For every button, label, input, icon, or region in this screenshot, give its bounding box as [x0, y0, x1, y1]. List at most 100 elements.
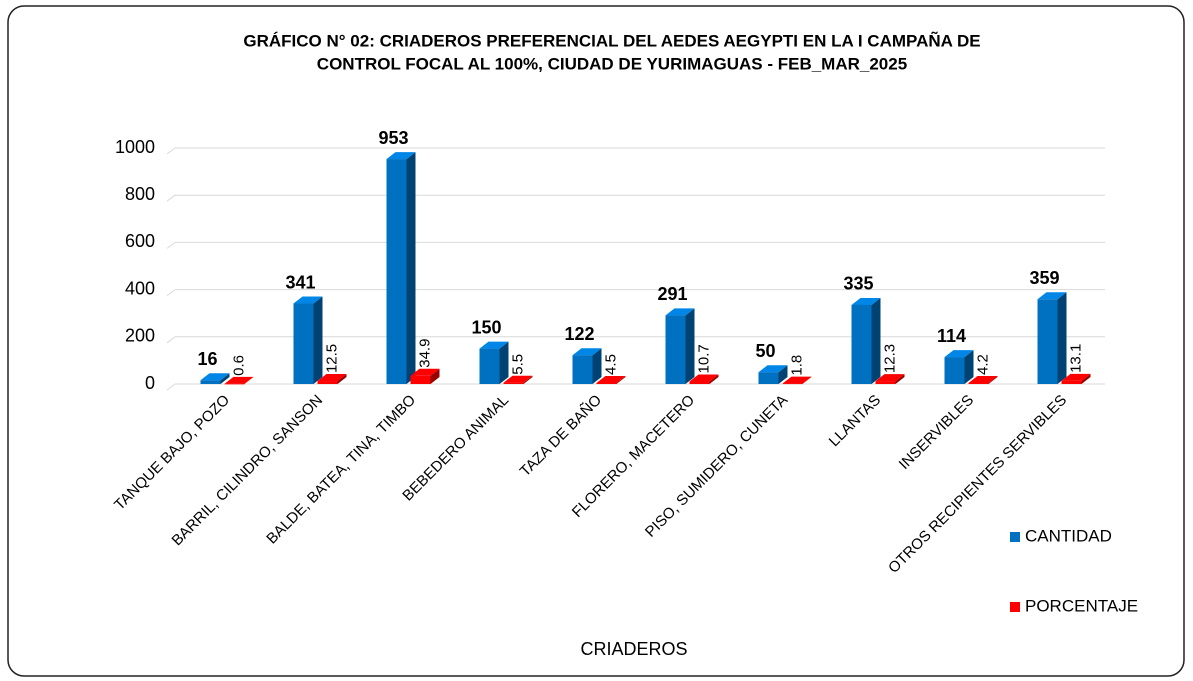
bar-top: [782, 376, 812, 384]
bar: [1037, 299, 1058, 384]
bar-top: [968, 376, 998, 384]
bar: [782, 383, 803, 385]
value-label: 122: [564, 324, 594, 344]
bar-top: [1061, 373, 1091, 381]
chart-title-line: GRÁFICO N° 02: CRIADEROS PREFERENCIAL DE…: [243, 30, 980, 50]
value-label: 10.7: [695, 344, 712, 373]
bar-side: [313, 296, 323, 384]
bar-top: [410, 368, 440, 376]
bar-top: [851, 297, 881, 305]
value-label: 13.1: [1067, 344, 1084, 373]
y-tick-label: 800: [125, 184, 155, 204]
legend-swatch: [1010, 532, 1020, 542]
grid-line: [166, 241, 176, 249]
bar-top: [200, 373, 230, 381]
y-tick-label: 0: [145, 373, 155, 393]
bar-side: [406, 152, 416, 384]
legend-label: PORCENTAJE: [1025, 596, 1138, 615]
legend-label: CANTIDAD: [1025, 526, 1112, 545]
value-label: 335: [843, 274, 873, 294]
bar-top: [875, 374, 905, 382]
grid-line: [166, 336, 176, 344]
y-tick-label: 200: [125, 326, 155, 346]
bar: [317, 381, 338, 384]
bar: [875, 381, 896, 384]
bar-side: [778, 365, 788, 384]
bar: [479, 348, 500, 384]
value-label: 1.8: [788, 355, 805, 376]
bar-top: [572, 348, 602, 356]
value-label: 291: [657, 284, 687, 304]
bar-top: [665, 308, 695, 316]
chart-title-line: CONTROL FOCAL AL 100%, CIUDAD DE YURIMAG…: [317, 54, 907, 73]
value-label: 359: [1029, 268, 1059, 288]
bar-side: [499, 341, 509, 384]
bar-side: [802, 376, 812, 384]
bar-side: [685, 308, 695, 384]
bar-side: [1057, 292, 1067, 384]
y-tick-label: 1000: [115, 137, 155, 157]
legend-swatch: [1010, 602, 1020, 612]
bar-top: [386, 152, 416, 160]
bar: [944, 357, 965, 384]
y-tick-label: 600: [125, 231, 155, 251]
y-tick-label: 400: [125, 278, 155, 298]
bar: [293, 303, 314, 384]
bar-top: [689, 374, 719, 382]
bar-top: [944, 350, 974, 358]
bar: [386, 159, 407, 384]
bar: [665, 315, 686, 384]
value-label: 114: [937, 326, 966, 346]
bar: [1061, 380, 1082, 384]
bar: [572, 355, 593, 384]
bar: [851, 304, 872, 384]
bar: [410, 375, 431, 384]
bar: [596, 382, 617, 384]
bar-top: [293, 296, 323, 304]
bar-top: [758, 365, 788, 373]
bar-side: [709, 374, 719, 384]
bar-side: [430, 368, 440, 384]
bar-top: [317, 374, 347, 382]
value-label: 12.5: [323, 344, 340, 373]
bar: [689, 381, 710, 384]
value-label: 341: [285, 272, 315, 292]
value-label: 953: [378, 128, 408, 148]
value-label: 50: [755, 341, 775, 361]
grid-line: [166, 289, 176, 297]
bar-top: [224, 376, 254, 384]
value-label: 4.2: [974, 354, 991, 375]
value-label: 34.9: [416, 339, 433, 368]
bar-side: [988, 376, 998, 384]
value-label: 16: [197, 349, 217, 369]
bar-side: [871, 297, 881, 384]
bar: [224, 383, 245, 385]
bar-top: [1037, 292, 1067, 300]
bar-side: [244, 376, 254, 384]
value-label: 150: [471, 317, 501, 337]
bar-side: [337, 374, 347, 384]
bar: [503, 382, 524, 384]
value-label: 4.5: [602, 354, 619, 375]
bar-side: [592, 348, 602, 384]
bar-side: [1081, 373, 1091, 384]
value-label: 12.3: [881, 344, 898, 373]
bar-top: [596, 375, 626, 383]
chart-frame: [7, 5, 1185, 677]
bar-side: [964, 350, 974, 384]
bar: [200, 380, 221, 384]
value-label: 5.5: [509, 354, 526, 375]
grid-line: [166, 147, 176, 155]
value-label: 0.6: [230, 355, 247, 376]
x-axis-label: CRIADEROS: [580, 639, 687, 659]
bar-side: [895, 374, 905, 384]
bar-top: [503, 375, 533, 383]
bar-top: [479, 341, 509, 349]
grid-line: [166, 194, 176, 202]
bar-side: [523, 375, 533, 384]
bar: [758, 372, 779, 384]
bar-side: [220, 373, 230, 384]
bar: [968, 383, 989, 384]
grid-line: [166, 383, 176, 391]
